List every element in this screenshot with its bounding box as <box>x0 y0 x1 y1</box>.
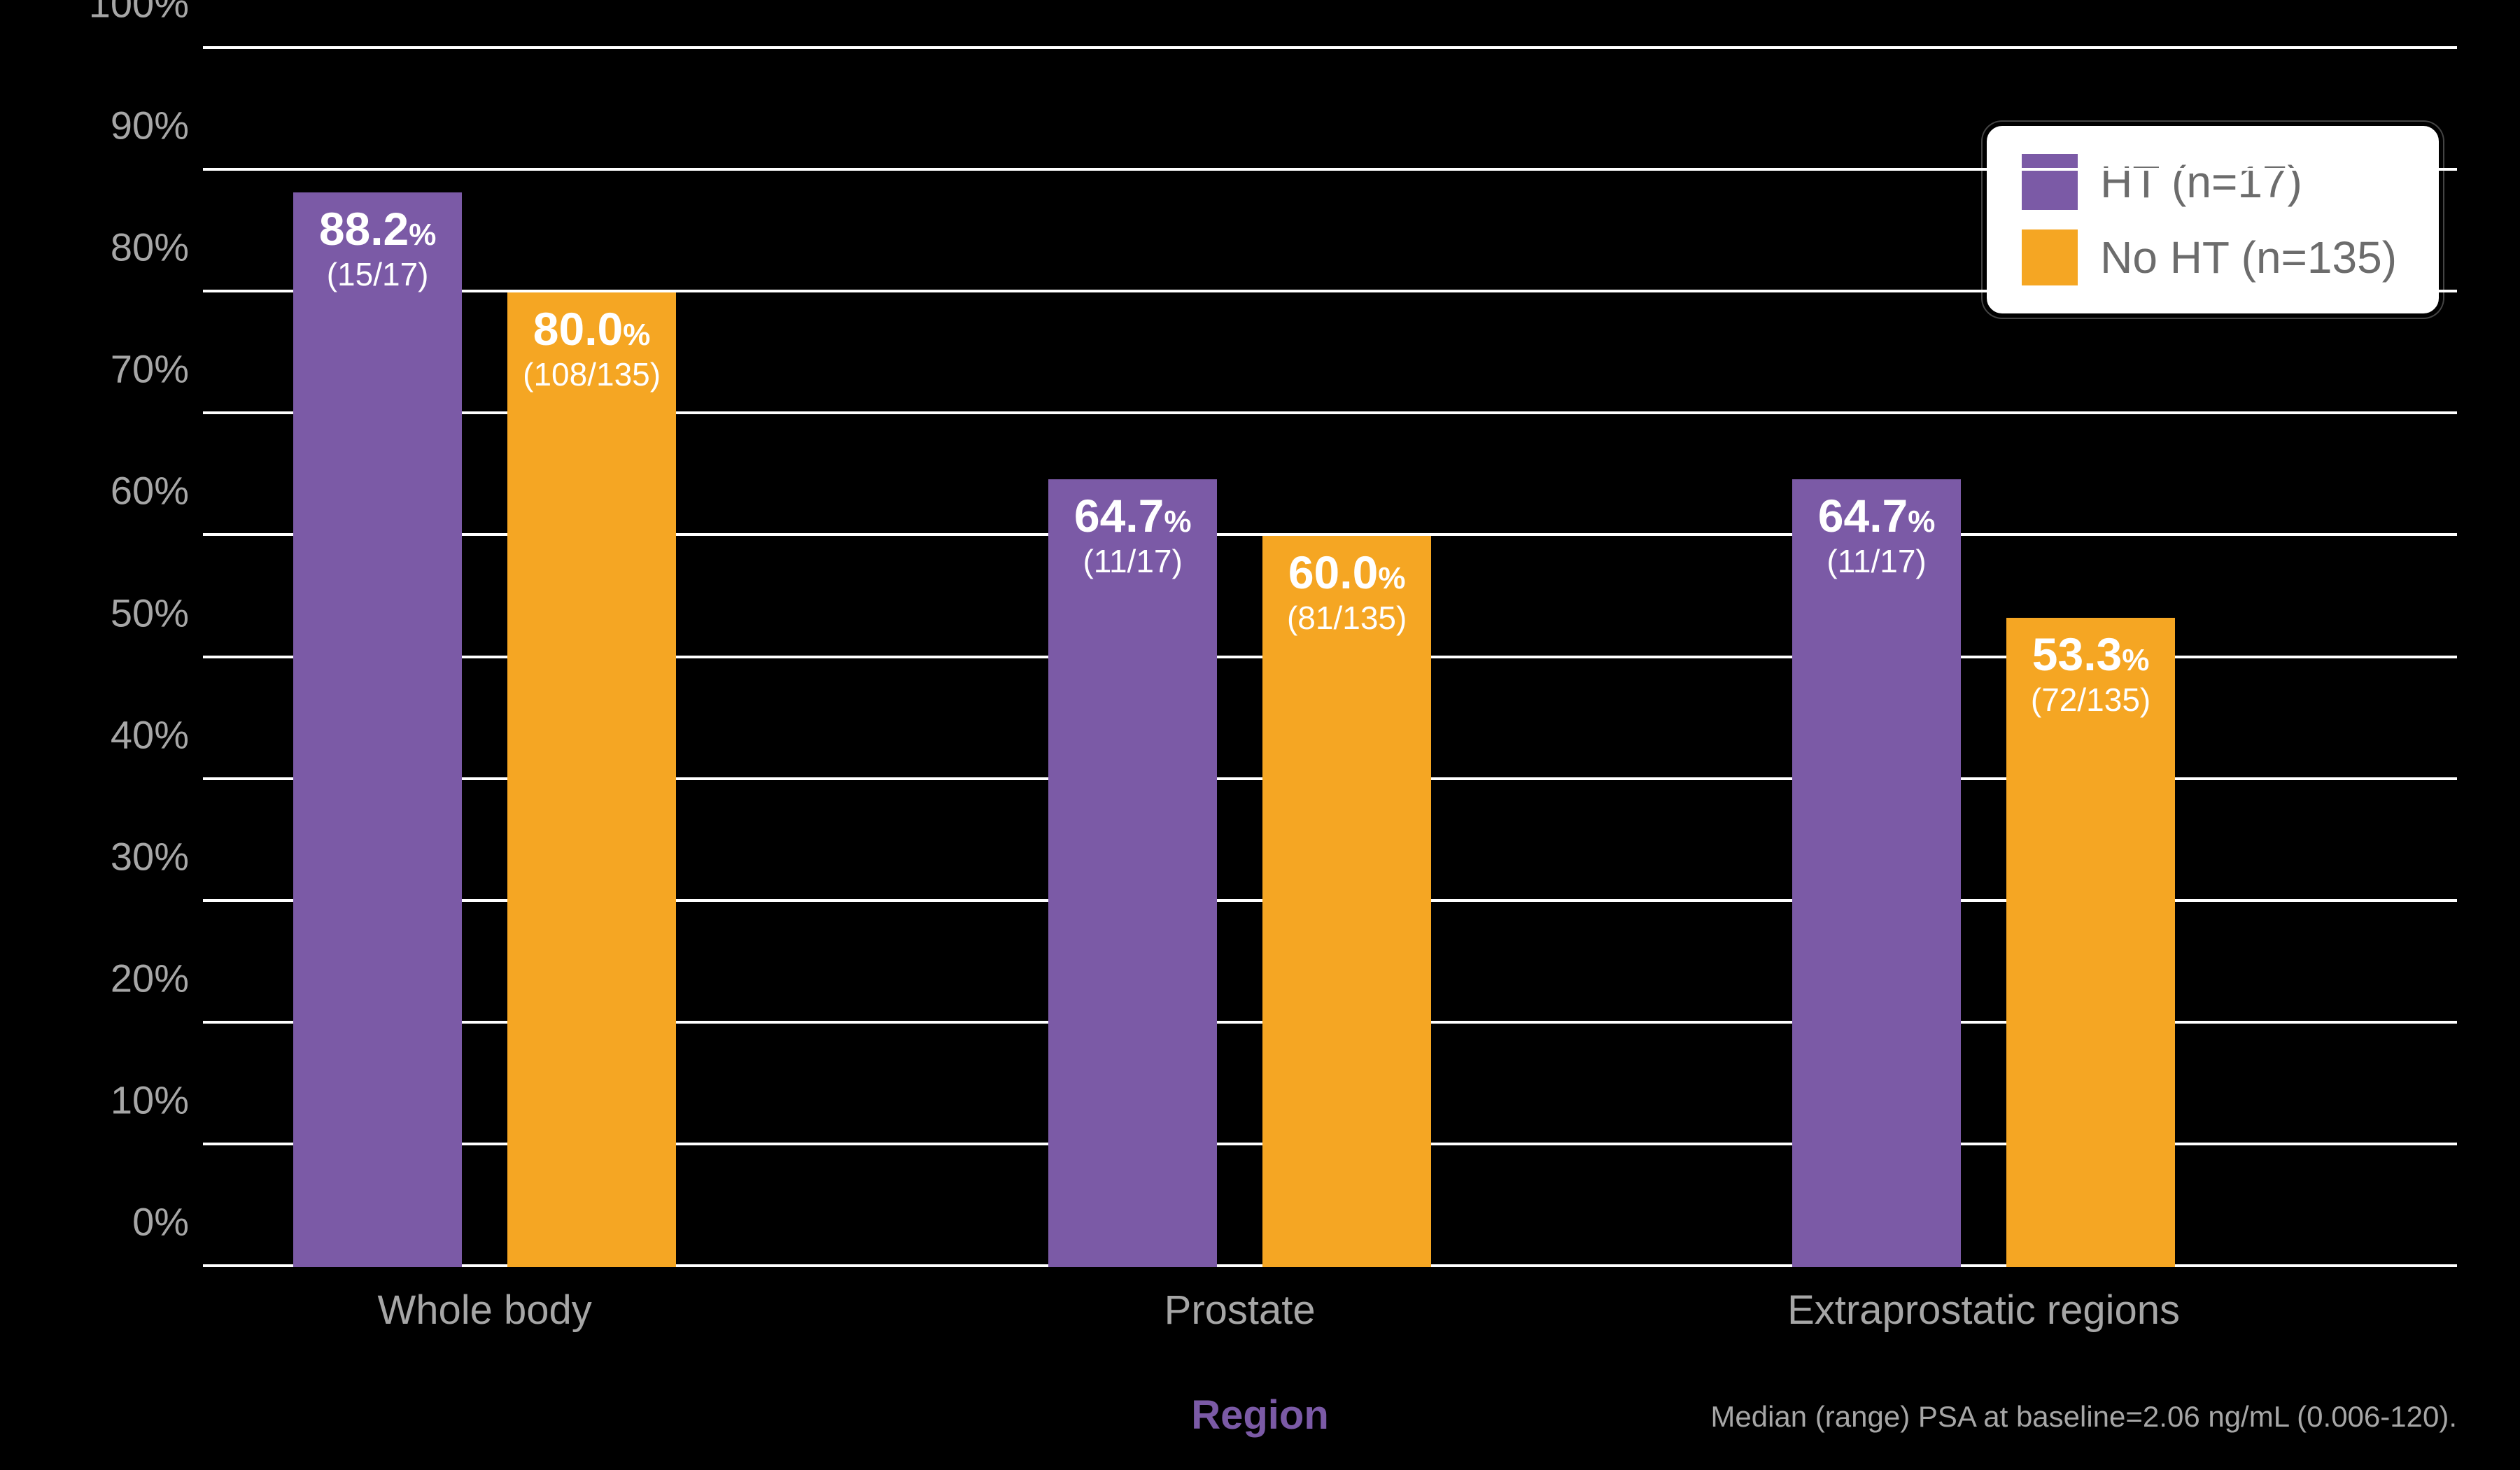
category-label: Extraprostatic regions <box>1787 1287 2180 1334</box>
bar: 60.0%(81/135) <box>1262 536 1432 1267</box>
bar-value-label: 53.3%(72/135) <box>2031 628 2151 719</box>
legend-item: HT (n=17) <box>2022 154 2397 210</box>
legend: HT (n=17) No HT (n=135) <box>1983 122 2443 318</box>
y-tick-label: 80% <box>111 225 189 270</box>
y-tick-label: 20% <box>111 955 189 1001</box>
y-tick-label: 60% <box>111 468 189 514</box>
category-label: Whole body <box>377 1287 591 1334</box>
legend-swatch <box>2022 154 2078 210</box>
gridline <box>203 46 2457 49</box>
plot-area: HT (n=17)No HT (n=135) 0%10%20%30%40%50%… <box>203 49 2457 1267</box>
bar: 88.2%(15/17) <box>293 192 463 1267</box>
y-tick-label: 0% <box>132 1199 189 1245</box>
bar: 53.3%(72/135) <box>2006 618 2176 1267</box>
legend-swatch <box>2022 229 2078 285</box>
legend-label: No HT (n=135) <box>2100 232 2397 283</box>
gridline <box>203 168 2457 171</box>
bar-value-label: 60.0%(81/135) <box>1287 546 1407 637</box>
legend-label: HT (n=17) <box>2100 156 2302 208</box>
bar-value-label: 64.7%(11/17) <box>1818 489 1936 580</box>
y-tick-label: 100% <box>89 0 189 27</box>
y-tick-label: 40% <box>111 712 189 757</box>
bar: 64.7%(11/17) <box>1792 479 1962 1267</box>
bar-value-label: 88.2%(15/17) <box>319 202 437 293</box>
category-label: Prostate <box>1164 1287 1316 1334</box>
y-tick-label: 30% <box>111 833 189 879</box>
y-tick-label: 50% <box>111 590 189 635</box>
y-tick-label: 10% <box>111 1077 189 1122</box>
bar: 64.7%(11/17) <box>1048 479 1218 1267</box>
y-tick-label: 70% <box>111 346 189 392</box>
footnote: Median (range) PSA at baseline=2.06 ng/m… <box>1710 1400 2457 1434</box>
y-tick-label: 90% <box>111 103 189 148</box>
bar: 80.0%(108/135) <box>507 292 677 1267</box>
bar-value-label: 80.0%(108/135) <box>523 302 661 393</box>
chart-container: Fluciclovine positivity (detection rate)… <box>0 0 2520 1470</box>
bar-value-label: 64.7%(11/17) <box>1074 489 1192 580</box>
legend-item: No HT (n=135) <box>2022 229 2397 285</box>
x-axis-label: Region <box>1191 1392 1329 1439</box>
